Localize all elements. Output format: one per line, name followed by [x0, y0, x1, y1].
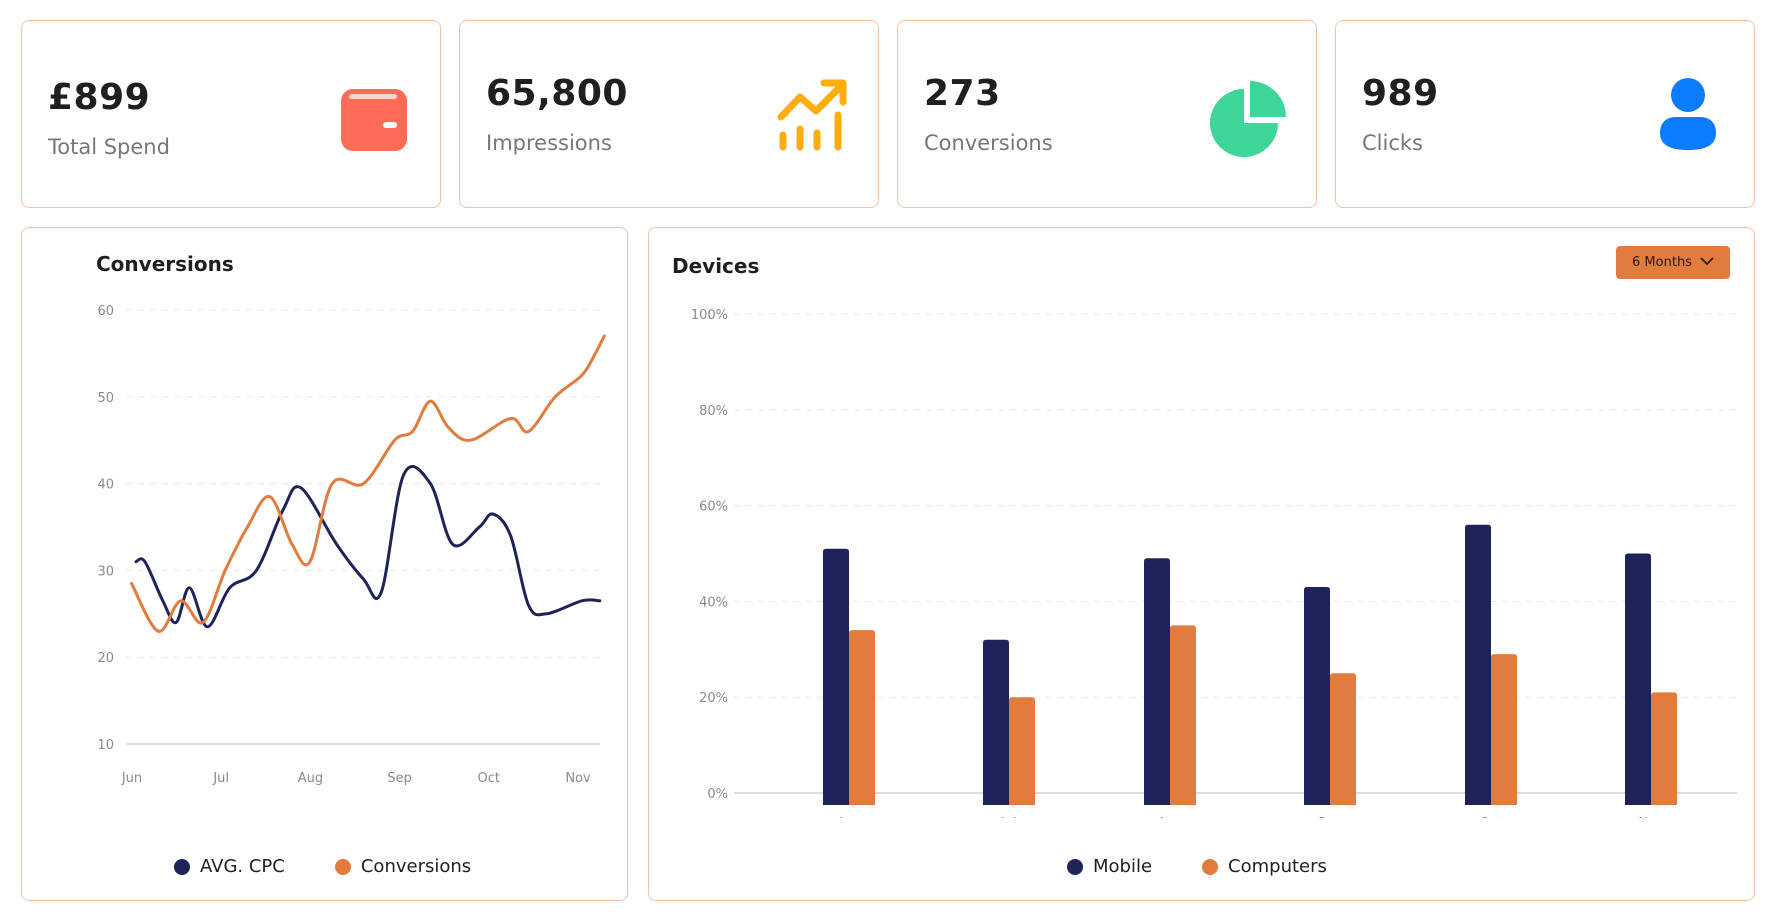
conversions-panel: Conversions 10 20 30 40 50 60 Jun Jul Aug Sep Oct N… — [21, 227, 628, 901]
conversions-line-chart: 10 20 30 40 50 60 Jun Jul Aug Sep Oct Nov — [97, 304, 606, 786]
bar-mobile-sep — [1304, 587, 1330, 805]
stat-card-conversions: 273 Conversions — [897, 20, 1317, 208]
x-tick-label: Jul — [1000, 816, 1017, 818]
x-tick-label: Nov — [565, 771, 591, 786]
trending-up-icon — [776, 77, 850, 157]
legend-item-conversions[interactable]: Conversions — [334, 856, 472, 877]
x-tick-label: Aug — [1157, 816, 1182, 818]
bar-mobile-nov — [1625, 553, 1651, 805]
legend-dot — [334, 858, 351, 875]
legend-item-avg-cpc[interactable]: AVG. CPC — [174, 856, 285, 877]
stat-value: £899 — [48, 77, 151, 118]
y-tick-label: 0% — [707, 787, 728, 802]
pie-chart-icon — [1210, 77, 1290, 161]
x-tick-label: Sep — [387, 771, 412, 786]
panel-title: Conversions — [96, 252, 234, 276]
legend-label: AVG. CPC — [200, 856, 285, 877]
stat-card-total-spend: £899 Total Spend — [21, 20, 441, 208]
bar-computers-oct — [1491, 654, 1517, 805]
bar-mobile-oct — [1465, 524, 1491, 805]
period-dropdown[interactable]: 6 Months — [1616, 246, 1730, 279]
bar-computers-sep — [1330, 673, 1356, 805]
x-tick-label: Jul — [212, 771, 229, 786]
legend-label: Conversions — [360, 856, 472, 877]
stat-label: Impressions — [486, 131, 612, 155]
y-tick-label: 100% — [691, 308, 728, 323]
series-line-conversions — [130, 334, 606, 633]
devices-bar-chart: 0% 20% 40% 60% 80% 100% Jun Jul Aug Sep Oct Nov — [691, 308, 1737, 818]
x-tick-label: Oct — [478, 771, 500, 786]
x-tick-label: Jun — [838, 816, 859, 818]
stat-value: 989 — [1362, 73, 1439, 114]
wallet-icon — [339, 85, 409, 159]
y-tick-label: 10 — [97, 738, 114, 753]
bar-computers-nov — [1651, 692, 1677, 805]
legend-dot — [1202, 858, 1219, 875]
dropdown-label: 6 Months — [1632, 255, 1692, 270]
legend-dot — [1067, 858, 1083, 875]
y-tick-label: 50 — [97, 391, 114, 406]
x-tick-label: Sep — [1318, 816, 1343, 818]
panel-title: Devices — [672, 254, 760, 278]
x-tick-label: Aug — [298, 771, 323, 786]
bar-computers-jun — [849, 630, 875, 805]
user-icon — [1656, 77, 1720, 157]
bar-computers-jul — [1009, 697, 1035, 805]
stat-value: 65,800 — [486, 73, 628, 114]
x-tick-label: Nov — [1638, 816, 1664, 818]
stat-label: Total Spend — [48, 135, 170, 159]
y-tick-label: 30 — [97, 564, 114, 579]
legend-label: Computers — [1228, 856, 1327, 877]
y-tick-label: 60 — [97, 304, 114, 319]
devices-legend: Mobile Computers — [1067, 856, 1327, 877]
bar-mobile-jul — [983, 639, 1009, 805]
y-tick-label: 20 — [97, 651, 114, 666]
y-tick-label: 40% — [699, 595, 728, 610]
x-tick-label: Oct — [1480, 816, 1502, 818]
y-tick-label: 40 — [97, 478, 114, 493]
legend-item-mobile[interactable]: Mobile — [1067, 856, 1152, 877]
series-line-avg-cpc — [134, 465, 602, 629]
stat-label: Conversions — [924, 131, 1053, 155]
legend-label: Mobile — [1093, 856, 1153, 877]
legend-dot — [174, 858, 190, 875]
x-tick-label: Jun — [121, 771, 142, 786]
bar-computers-aug — [1170, 625, 1196, 805]
y-tick-label: 60% — [699, 500, 728, 515]
y-tick-label: 80% — [699, 404, 728, 419]
devices-panel: Devices 6 Months 0% 20% 40% 60% 80% 100% Jun Ju… — [648, 227, 1755, 901]
legend-item-computers[interactable]: Computers — [1202, 856, 1327, 877]
stat-value: 273 — [924, 73, 1001, 114]
bar-mobile-jun — [823, 548, 849, 805]
stat-label: Clicks — [1362, 131, 1423, 155]
y-tick-label: 20% — [699, 691, 728, 706]
chevron-down-icon — [1700, 255, 1714, 270]
bar-mobile-aug — [1144, 558, 1170, 805]
conversions-legend: AVG. CPC Conversions — [174, 856, 471, 877]
stat-card-clicks: 989 Clicks — [1335, 20, 1755, 208]
stat-card-impressions: 65,800 Impressions — [459, 20, 879, 208]
